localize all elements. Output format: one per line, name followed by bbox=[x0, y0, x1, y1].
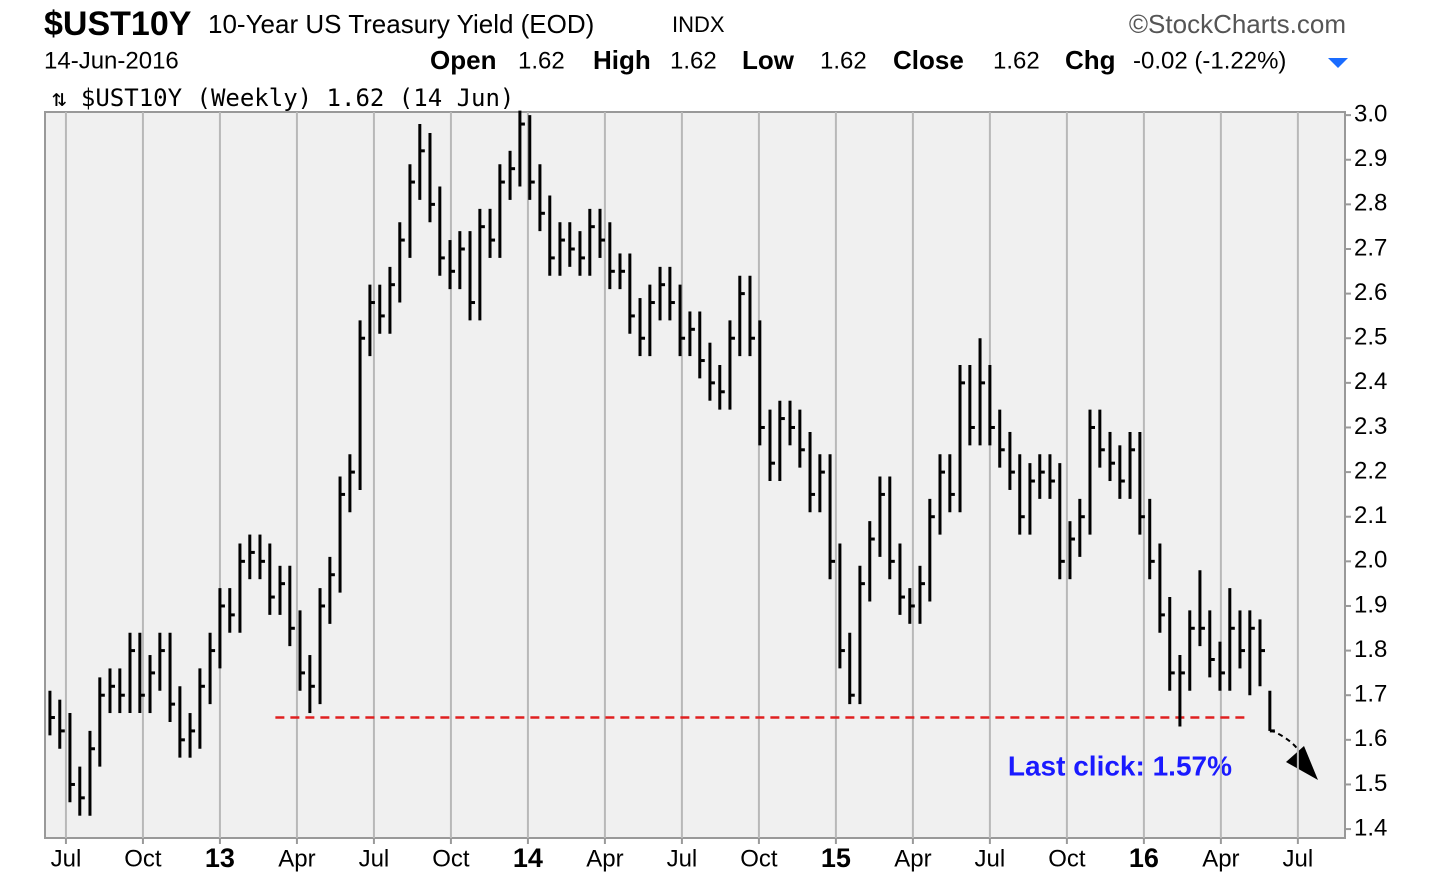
y-tick-label: 2.3 bbox=[1354, 413, 1387, 440]
x-tick-label: 13 bbox=[205, 843, 235, 873]
quote-label: Open bbox=[430, 45, 496, 75]
quote-value: -0.02 (-1.22%) bbox=[1133, 47, 1286, 74]
quote-label: Chg bbox=[1065, 45, 1116, 75]
quote-value: 1.62 bbox=[820, 47, 867, 74]
y-tick-label: 2.9 bbox=[1354, 145, 1387, 172]
x-tick-label: 14 bbox=[513, 843, 543, 873]
security-name: 10-Year US Treasury Yield (EOD) bbox=[208, 9, 594, 39]
x-tick-label: Jul bbox=[359, 845, 390, 872]
brand: ©StockCharts.com bbox=[1129, 9, 1346, 39]
x-tick-label: Apr bbox=[586, 845, 623, 872]
plot-area bbox=[44, 111, 1346, 839]
quote-value: 1.62 bbox=[670, 47, 717, 74]
x-tick-label: Jul bbox=[667, 845, 698, 872]
y-tick-label: 1.4 bbox=[1354, 814, 1387, 841]
y-tick-label: 1.5 bbox=[1354, 770, 1387, 797]
legend-icon: ⇅ bbox=[52, 84, 81, 112]
quote-value: 1.62 bbox=[518, 47, 565, 74]
quote-label: Close bbox=[893, 45, 964, 75]
legend: ⇅ $UST10Y (Weekly) 1.62 (14 Jun) bbox=[52, 84, 514, 112]
y-tick-label: 1.7 bbox=[1354, 681, 1387, 708]
y-tick-label: 2.4 bbox=[1354, 368, 1387, 395]
y-tick-label: 1.9 bbox=[1354, 591, 1387, 618]
x-tick-label: Apr bbox=[278, 845, 315, 872]
y-tick-label: 1.8 bbox=[1354, 636, 1387, 663]
quote-label: High bbox=[593, 45, 651, 75]
y-tick-label: 3.0 bbox=[1354, 100, 1387, 127]
y-tick-label: 2.5 bbox=[1354, 324, 1387, 351]
y-tick-label: 1.6 bbox=[1354, 725, 1387, 752]
dropdown-arrow[interactable] bbox=[1328, 58, 1348, 68]
y-tick-label: 2.2 bbox=[1354, 457, 1387, 484]
y-tick-label: 2.1 bbox=[1354, 502, 1387, 529]
legend-label: $UST10Y (Weekly) 1.62 (14 Jun) bbox=[81, 84, 514, 112]
x-tick-label: 15 bbox=[821, 843, 851, 873]
quote-bar: Open 1.62 High 1.62 Low 1.62 Close 1.62 Chg -0.02… bbox=[430, 45, 1286, 75]
x-tick-label: 16 bbox=[1129, 843, 1159, 873]
quote-value: 1.62 bbox=[993, 47, 1040, 74]
x-tick-label: Oct bbox=[1048, 845, 1086, 872]
arrow-head bbox=[1286, 746, 1318, 780]
quote-label: Low bbox=[742, 45, 795, 75]
symbol: $UST10Y bbox=[44, 5, 192, 43]
x-tick-label: Apr bbox=[1202, 845, 1239, 872]
x-tick-label: Apr bbox=[894, 845, 931, 872]
x-tick-label: Oct bbox=[432, 845, 470, 872]
x-tick-label: Jul bbox=[51, 845, 82, 872]
x-tick-label: Jul bbox=[975, 845, 1006, 872]
y-tick-label: 2.0 bbox=[1354, 547, 1387, 574]
exchange: INDX bbox=[672, 12, 725, 37]
x-tick-label: Oct bbox=[740, 845, 778, 872]
y-tick-label: 2.7 bbox=[1354, 234, 1387, 261]
date: 14-Jun-2016 bbox=[44, 47, 179, 74]
y-tick-label: 2.8 bbox=[1354, 190, 1387, 217]
x-tick-label: Oct bbox=[124, 845, 162, 872]
annotation: Last click: 1.57% bbox=[1008, 750, 1232, 781]
y-tick-label: 2.6 bbox=[1354, 279, 1387, 306]
x-tick-label: Jul bbox=[1283, 845, 1314, 872]
